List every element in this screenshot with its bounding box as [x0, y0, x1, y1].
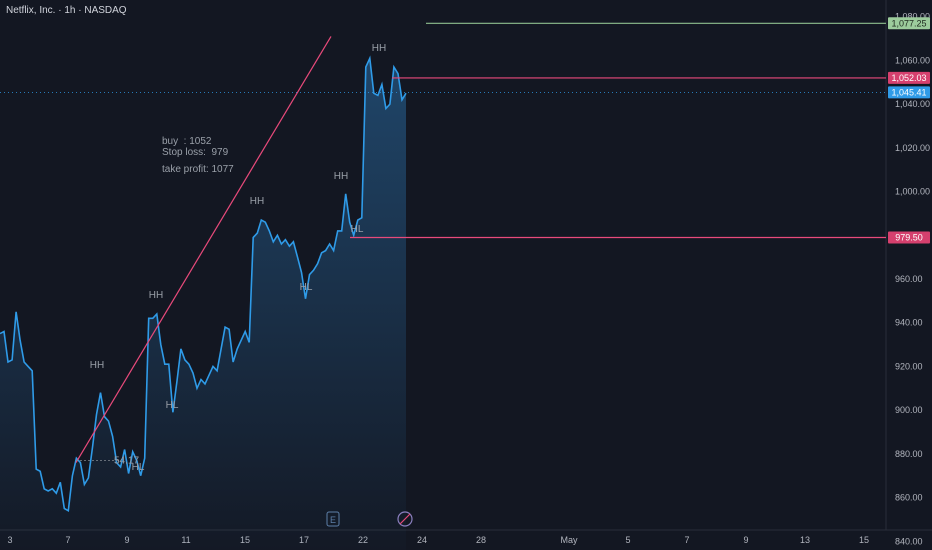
y-tick-label: 1,040.00 — [895, 99, 930, 109]
level-tag-label-stop: 979.50 — [895, 232, 923, 242]
measure-label: 54.17 — [114, 455, 139, 466]
level-tag-buy — [888, 71, 930, 84]
note-buy: buy : 1052 — [162, 136, 212, 147]
x-tick-label: 24 — [417, 535, 427, 545]
note-stop-loss: Stop loss: 979 — [162, 147, 229, 158]
x-tick-label: 28 — [476, 535, 486, 545]
x-tick-label: 9 — [743, 535, 748, 545]
y-tick-label: 880.00 — [895, 449, 923, 459]
earnings-icon-label: E — [330, 515, 336, 525]
x-tick-label: 7 — [684, 535, 689, 545]
level-tag-label-take-profit: 1,077.25 — [891, 18, 926, 28]
y-tick-label: 1,000.00 — [895, 187, 930, 197]
annotation-hl: HL — [300, 282, 313, 293]
annotation-hl: HL — [351, 224, 364, 235]
y-tick-label: 1,080.00 — [895, 12, 930, 22]
y-tick-label: 900.00 — [895, 405, 923, 415]
y-tick-label: 860.00 — [895, 493, 923, 503]
price-area-fill — [0, 58, 406, 550]
x-tick-label: 15 — [859, 535, 869, 545]
current-price-tag — [888, 86, 930, 99]
y-tick-label: 840.00 — [895, 536, 923, 546]
dividend-icon[interactable] — [397, 511, 413, 527]
annotation-hh: HH — [250, 196, 264, 207]
x-tick-label: 13 — [800, 535, 810, 545]
annotation-hh: HH — [90, 360, 104, 371]
trend-line[interactable] — [75, 36, 332, 463]
level-tag-label-buy: 1,052.03 — [891, 73, 926, 83]
annotation-hl: HL — [166, 400, 179, 411]
chart-title: Netflix, Inc. · 1h · NASDAQ — [6, 5, 127, 16]
level-tag-take-profit — [888, 17, 930, 30]
y-tick-label: 960.00 — [895, 274, 923, 284]
annotation-hh: HH — [334, 171, 348, 182]
annotation-hh: HH — [372, 43, 386, 54]
annotation-hh: HH — [149, 290, 163, 301]
price-series-line[interactable] — [0, 55, 407, 512]
y-tick-label: 1,020.00 — [895, 143, 930, 153]
y-tick-label: 940.00 — [895, 318, 923, 328]
annotation-hl: HL — [132, 462, 145, 473]
x-tick-label: May — [560, 535, 578, 545]
level-tag-stop — [888, 231, 930, 244]
dividend-icon-slash — [399, 513, 411, 525]
y-tick-label: 920.00 — [895, 361, 923, 371]
y-tick-label: 1,060.00 — [895, 55, 930, 65]
current-price-label: 1,045.41 — [891, 87, 926, 97]
note-take-profit: take profit: 1077 — [162, 164, 234, 175]
x-tick-label: 5 — [625, 535, 630, 545]
earnings-icon[interactable] — [326, 511, 340, 527]
